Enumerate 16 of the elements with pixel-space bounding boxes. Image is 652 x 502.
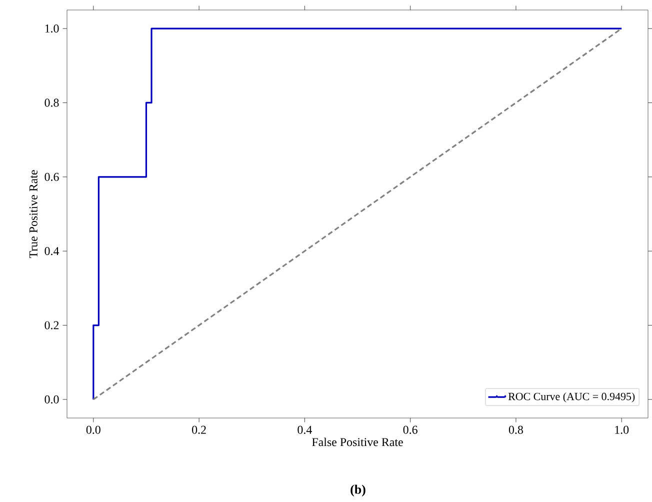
y-tick-label: 0.2 bbox=[44, 321, 59, 330]
text: (b) bbox=[350, 484, 366, 496]
y-axis-title: True Positive Rate bbox=[29, 170, 38, 258]
x-axis-title: False Positive Rate bbox=[312, 438, 403, 446]
legend-label: ROC Curve (AUC = 0.9495) bbox=[508, 392, 635, 402]
x-tick-label: 0.0 bbox=[86, 426, 100, 434]
y-tick-label: 1.0 bbox=[45, 24, 59, 33]
y-tick-label: 0.6 bbox=[44, 172, 59, 181]
x-tick-label: 0.8 bbox=[508, 426, 523, 434]
x-tick-label: 0.6 bbox=[403, 426, 418, 434]
x-tick-label: 0.2 bbox=[192, 426, 206, 434]
y-tick-label: 0.4 bbox=[44, 247, 60, 256]
x-tick-label: 1.0 bbox=[615, 426, 629, 434]
x-tick-label: 0.4 bbox=[298, 426, 312, 434]
y-tick-label: 0.8 bbox=[44, 98, 59, 107]
y-tick-label: 0.0 bbox=[44, 395, 59, 404]
